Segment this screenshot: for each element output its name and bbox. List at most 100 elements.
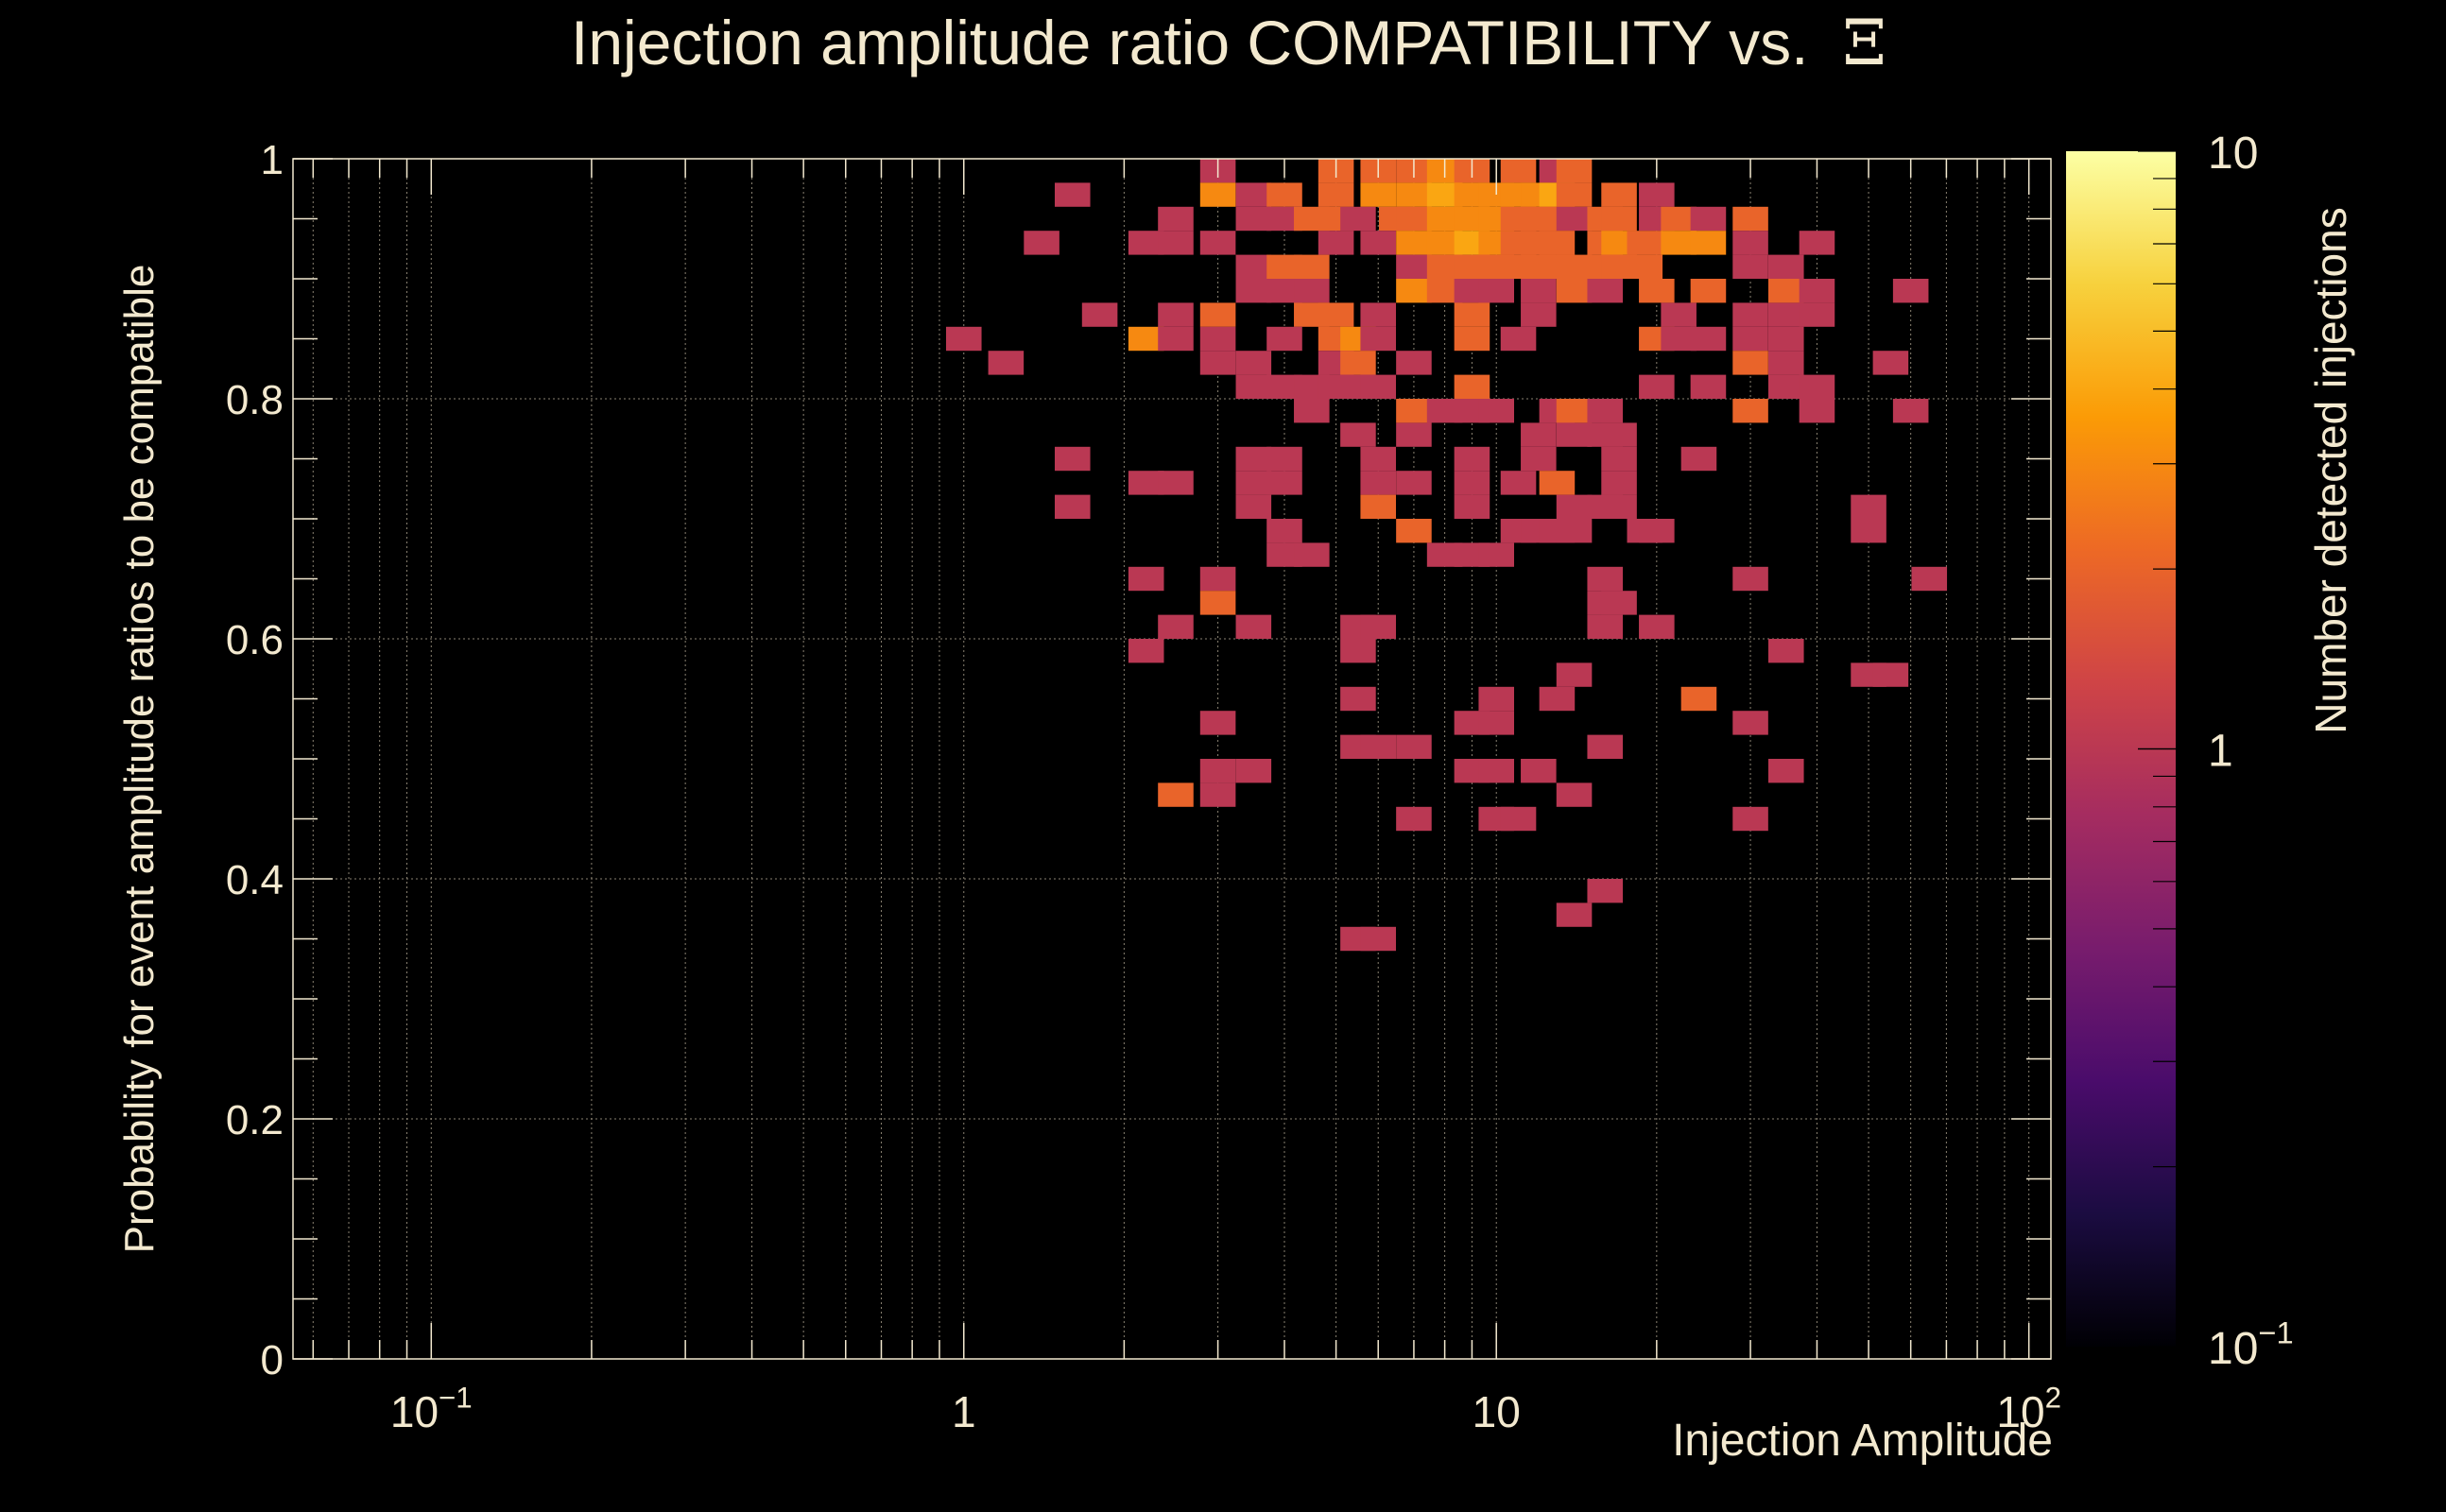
heatmap-cell <box>1199 566 1236 592</box>
heatmap-cell <box>1639 614 1675 639</box>
heatmap-cell <box>1799 279 1835 303</box>
y-axis: 0 0.2 0.4 0.6 0.8 1 <box>226 137 2051 1383</box>
heatmap-cell <box>1235 374 1272 399</box>
heatmap-cell <box>1799 399 1835 423</box>
heatmap-cell <box>1601 494 1637 519</box>
heatmap-cell <box>1199 351 1236 375</box>
heatmap-cell <box>1587 614 1624 639</box>
heatmap-cell <box>1266 182 1302 207</box>
heatmap-cell <box>1661 302 1697 327</box>
heatmap-cell <box>1799 374 1835 399</box>
y-tick-label: 0.6 <box>226 617 284 663</box>
heatmap-cell <box>1872 351 1909 375</box>
heatmap-cell <box>1294 542 1330 567</box>
heatmap-cell <box>1556 519 1593 543</box>
heatmap-cell <box>1556 159 1593 183</box>
heatmap-cell <box>1556 422 1593 447</box>
heatmap-cell <box>1556 206 1593 232</box>
heatmap-cell <box>1767 302 1804 327</box>
heatmap-cell <box>1360 326 1396 352</box>
heatmap-cell <box>1396 351 1432 375</box>
heatmap-cell <box>1556 662 1593 687</box>
heatmap-cell <box>1396 279 1432 303</box>
heatmap-cell <box>1235 182 1272 207</box>
heatmap-cell <box>1235 254 1272 279</box>
heatmap-cell <box>1690 374 1727 399</box>
x-axis: 10−1 1 10 102 <box>312 159 2061 1436</box>
colorbar-tick-label: 10 <box>2208 129 2258 179</box>
heatmap-cell <box>1680 446 1717 472</box>
heatmap-cell <box>1601 471 1637 495</box>
heatmap-cell <box>1911 566 1948 592</box>
heatmap-cell <box>1732 351 1768 375</box>
heatmap-cell <box>1732 566 1768 592</box>
heatmap-cell <box>1500 806 1537 832</box>
chart-title: Injection amplitude ratio COMPATIBILITY … <box>571 7 1886 79</box>
heatmap-cell <box>1396 519 1432 543</box>
heatmap-cell <box>1294 399 1330 423</box>
x-axis-label: Injection Amplitude <box>1672 1416 2053 1466</box>
heatmap-cell <box>1360 182 1396 207</box>
heatmap-cell <box>1054 182 1091 207</box>
heatmap-cell <box>1601 591 1637 615</box>
heatmap-cell <box>1587 399 1624 423</box>
heatmap-cell <box>1318 302 1354 327</box>
heatmap-cell <box>1732 254 1768 279</box>
heatmap-cell <box>1556 902 1593 927</box>
heatmap-cell <box>1690 206 1727 232</box>
heatmap-cell <box>1340 686 1376 712</box>
heatmap-cell <box>1454 471 1490 495</box>
heatmap-cell <box>1340 422 1376 447</box>
heatmap-cell <box>1235 351 1272 375</box>
heatmap-cell <box>1680 686 1717 712</box>
heatmap-cell <box>1799 302 1835 327</box>
heatmap-cell <box>1539 471 1576 495</box>
heatmap-cell <box>1732 326 1768 352</box>
colorbar-label: Number detected injections <box>2306 207 2355 733</box>
heatmap-cell <box>1556 279 1593 303</box>
heatmap-cell <box>1587 734 1624 759</box>
heatmap-cell <box>1235 446 1272 472</box>
heatmap-cell <box>1199 759 1236 783</box>
heatmap-cell <box>1360 614 1396 639</box>
heatmap-cell <box>1360 446 1396 472</box>
heatmap-cell <box>1767 351 1804 375</box>
heatmap-cell <box>1340 351 1376 375</box>
heatmap-cell <box>1478 399 1514 423</box>
heatmap-cell <box>1318 182 1354 207</box>
heatmap-cell <box>1360 374 1396 399</box>
heatmap-cell <box>1539 686 1576 712</box>
heatmap-cell <box>1235 494 1272 519</box>
heatmap-cell <box>1732 399 1768 423</box>
heatmap-cell <box>1054 494 1091 519</box>
heatmap-cell <box>1556 782 1593 807</box>
heatmap-cell <box>1158 302 1194 327</box>
heatmap-cell <box>1690 279 1727 303</box>
heatmap-cell <box>1478 711 1514 735</box>
heatmap-cell <box>1454 302 1490 327</box>
heatmap-cell <box>1521 279 1557 303</box>
heatmap-cell <box>1199 782 1236 807</box>
heatmap-cell <box>988 351 1025 375</box>
heatmap-cell <box>1199 302 1236 327</box>
heatmap-cell <box>1639 519 1675 543</box>
chart-title-text: Injection amplitude ratio COMPATIBILITY … <box>571 8 1809 77</box>
heatmap-cell <box>1199 231 1236 255</box>
heatmap-cell <box>1235 206 1272 232</box>
heatmap-cell <box>1396 182 1432 207</box>
heatmap-cell <box>1360 494 1396 519</box>
heatmap-cell <box>1521 446 1557 472</box>
heatmap-cell <box>1521 422 1557 447</box>
heatmap-cell <box>1266 471 1302 495</box>
heatmap-cell <box>1478 279 1514 303</box>
heatmap-cell <box>1318 231 1354 255</box>
heatmap-cell <box>1639 374 1675 399</box>
heatmap-cell <box>1732 302 1768 327</box>
y-tick-label: 0.8 <box>226 377 284 423</box>
heatmap-cell <box>1601 206 1637 232</box>
heatmap-cell <box>1627 231 1663 255</box>
heatmap-cell <box>1556 399 1593 423</box>
heatmap-cell <box>1266 519 1302 543</box>
heatmap-cell <box>1767 374 1804 399</box>
